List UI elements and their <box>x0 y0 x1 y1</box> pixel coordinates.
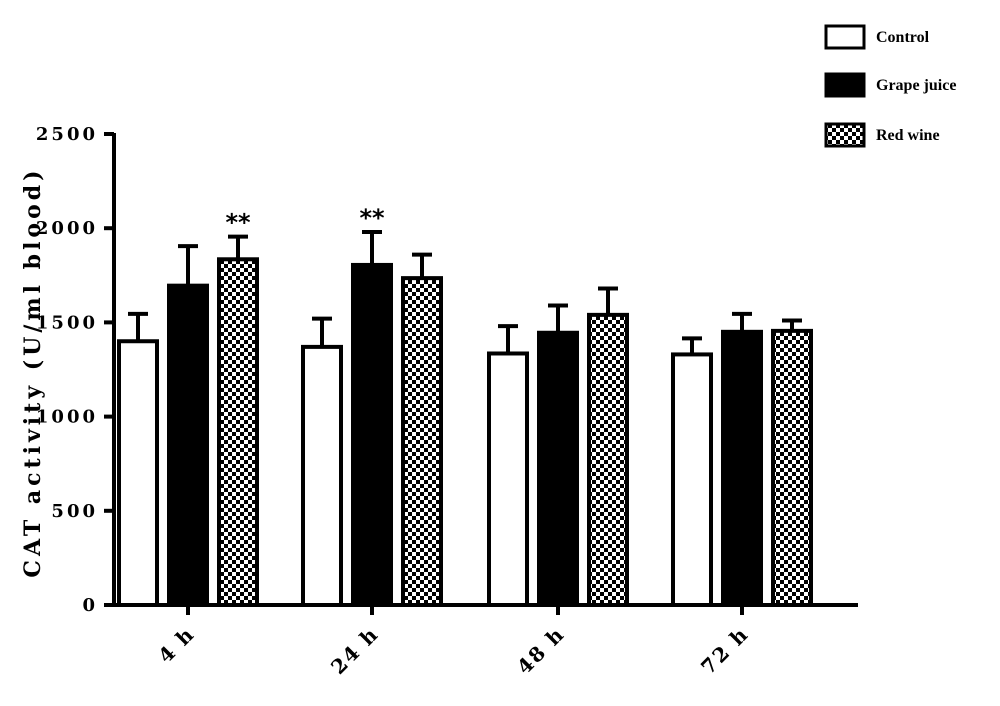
x-category-label-3: 48 h <box>512 622 570 680</box>
bar-control-3 <box>487 351 529 607</box>
y-tick-label-1500: 1500 <box>36 312 98 333</box>
y-tick-label-2000: 2000 <box>36 218 98 239</box>
bar-grape-juice-3 <box>537 330 579 607</box>
bar-grape-juice-4 <box>721 329 763 607</box>
y-tick-label-2500: 2500 <box>36 124 98 145</box>
y-tick-label-1000: 1000 <box>36 407 98 428</box>
bar-red-wine-3 <box>587 312 629 607</box>
significance-marker-1: ** <box>225 209 251 237</box>
bar-control-1 <box>117 339 159 607</box>
significance-marker-2: ** <box>359 204 385 232</box>
legend-swatch-red-wine <box>824 122 866 148</box>
y-axis-title: CAT activity (U/ml blood) <box>20 166 46 577</box>
bar-grape-juice-1 <box>167 283 209 607</box>
bar-control-4 <box>671 352 713 608</box>
legend: Control Grape juice Red wine <box>824 24 956 148</box>
bar-control-2 <box>301 344 343 607</box>
x-category-label-4: 72 h <box>696 622 754 680</box>
bar-grape-juice-2 <box>351 262 393 607</box>
y-tick-label-500: 500 <box>51 501 98 522</box>
y-tick-label-0: 0 <box>82 595 98 616</box>
legend-label-grape-juice: Grape juice <box>876 77 956 94</box>
plot-area: ** ** 0 500 1000 1500 2000 2500 4 h 24 h 48 h 72 h <box>36 124 858 679</box>
bar-red-wine-2 <box>401 276 443 607</box>
bar-red-wine-1 <box>217 257 259 607</box>
legend-label-control: Control <box>876 29 930 46</box>
x-category-label-1: 4 h <box>153 622 199 668</box>
x-category-label-2: 24 h <box>326 622 384 680</box>
bar-red-wine-4 <box>771 328 813 607</box>
legend-swatch-control <box>824 24 866 50</box>
legend-swatch-grape-juice <box>824 72 866 98</box>
legend-label-red-wine: Red wine <box>876 127 940 144</box>
